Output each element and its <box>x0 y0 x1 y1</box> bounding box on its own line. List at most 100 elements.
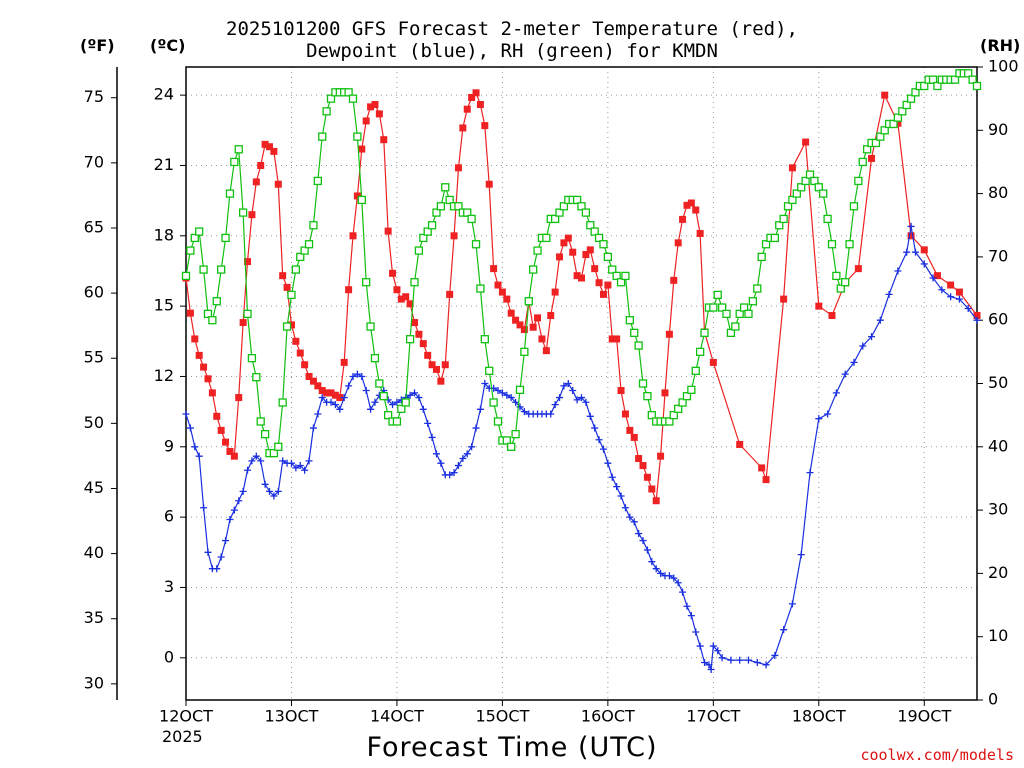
celsius-tick-label: 18 <box>154 225 174 244</box>
dewpoint-point <box>459 455 467 463</box>
temp-point <box>626 426 634 434</box>
dewpoint-point <box>367 405 375 413</box>
dewpoint-point <box>274 487 282 495</box>
rh-point <box>441 183 450 192</box>
dewpoint-point <box>648 558 656 566</box>
temp-point <box>665 330 673 338</box>
dewpoint-point <box>362 387 370 395</box>
year-label: 2025 <box>162 727 203 746</box>
rh-point <box>805 170 815 179</box>
x-tick-label: 19OCT <box>897 707 951 726</box>
dewpoint-point <box>701 658 709 666</box>
dewpoint-point <box>652 565 660 573</box>
dewpoint-point <box>358 372 366 380</box>
rh-point <box>217 265 226 274</box>
rh-point <box>260 429 270 439</box>
dewpoint-point <box>815 415 823 423</box>
rh-point <box>515 385 525 394</box>
temp-point <box>613 335 621 343</box>
rh-point <box>722 309 731 319</box>
rh-tick-label: 60 <box>988 310 1008 329</box>
dewpoint-point <box>437 459 445 467</box>
temp-point <box>630 433 638 441</box>
dewpoint-point <box>929 274 937 282</box>
rh-point <box>445 195 454 205</box>
credit-text: coolwx.com/models <box>860 746 1014 764</box>
rh-point <box>678 398 687 407</box>
rh-point <box>476 284 485 293</box>
temp-point <box>367 103 375 111</box>
dewpoint-point <box>309 424 317 432</box>
temp-point <box>762 476 770 484</box>
rh-point <box>616 278 626 287</box>
temp-point <box>411 319 419 327</box>
rh-point <box>507 442 516 451</box>
temp-point <box>213 412 221 420</box>
temp-point <box>920 246 928 254</box>
temp-point <box>556 253 564 261</box>
temp-point <box>617 387 625 395</box>
dewpoint-point <box>885 290 893 298</box>
temp-point <box>222 438 230 446</box>
fahrenheit-tick-label: 65 <box>84 217 104 236</box>
rh-point <box>862 145 872 154</box>
temp-point <box>534 314 542 322</box>
temp-point <box>643 473 651 481</box>
rh-point <box>845 240 854 249</box>
rh-point <box>318 132 327 141</box>
dewpoint-point <box>841 370 849 378</box>
rh-point <box>713 290 722 300</box>
dewpoint-point <box>556 394 564 402</box>
rh-point <box>221 233 230 243</box>
rh-unit-label: (RH) <box>980 36 1021 55</box>
rh-point <box>832 271 841 281</box>
dewpoint-point <box>894 267 902 275</box>
temp-point <box>599 290 607 298</box>
temp-point <box>323 389 331 397</box>
rh-point <box>757 252 766 262</box>
dewpoint-point <box>287 459 295 467</box>
rh-point <box>542 233 551 243</box>
temp-point <box>305 372 313 380</box>
temp-point <box>955 288 963 296</box>
dewpoint-point <box>318 394 326 402</box>
rh-point <box>195 227 204 236</box>
temp-point <box>340 358 348 366</box>
rh-point <box>269 448 279 458</box>
temp-point <box>933 272 941 280</box>
rh-point <box>902 100 911 110</box>
rh-point <box>779 214 788 224</box>
temp-point <box>683 201 691 209</box>
temp-point <box>296 349 304 357</box>
temp-point <box>507 309 515 317</box>
rh-point <box>291 265 301 274</box>
dewpoint-point <box>419 405 427 413</box>
dewpoint-point <box>692 628 700 636</box>
x-tick-label: 18OCT <box>792 707 846 726</box>
temp-point <box>441 361 449 369</box>
rh-point <box>287 290 296 300</box>
rh-point <box>225 189 235 198</box>
dewpoint-point <box>582 398 590 406</box>
dewpoint-point <box>903 248 911 256</box>
temp-point <box>186 309 194 317</box>
rh-point <box>414 246 424 255</box>
rh-point <box>463 208 472 217</box>
temp-point <box>235 394 243 402</box>
rh-point <box>775 221 784 230</box>
celsius-unit-label: (ºC) <box>150 36 186 55</box>
dewpoint-point <box>507 394 515 402</box>
temp-point <box>472 89 480 97</box>
dewpoint-point <box>503 391 511 399</box>
temp-point <box>520 326 528 334</box>
dewpoint-point <box>707 666 715 674</box>
fahrenheit-tick-label: 60 <box>84 283 104 302</box>
temp-point <box>564 234 572 242</box>
rh-point <box>647 410 656 420</box>
rh-point <box>208 316 217 325</box>
temp-point <box>200 363 208 371</box>
temp-point <box>314 382 322 390</box>
temp-point <box>828 312 836 320</box>
rh-point <box>643 392 652 401</box>
rh-point <box>906 94 916 103</box>
